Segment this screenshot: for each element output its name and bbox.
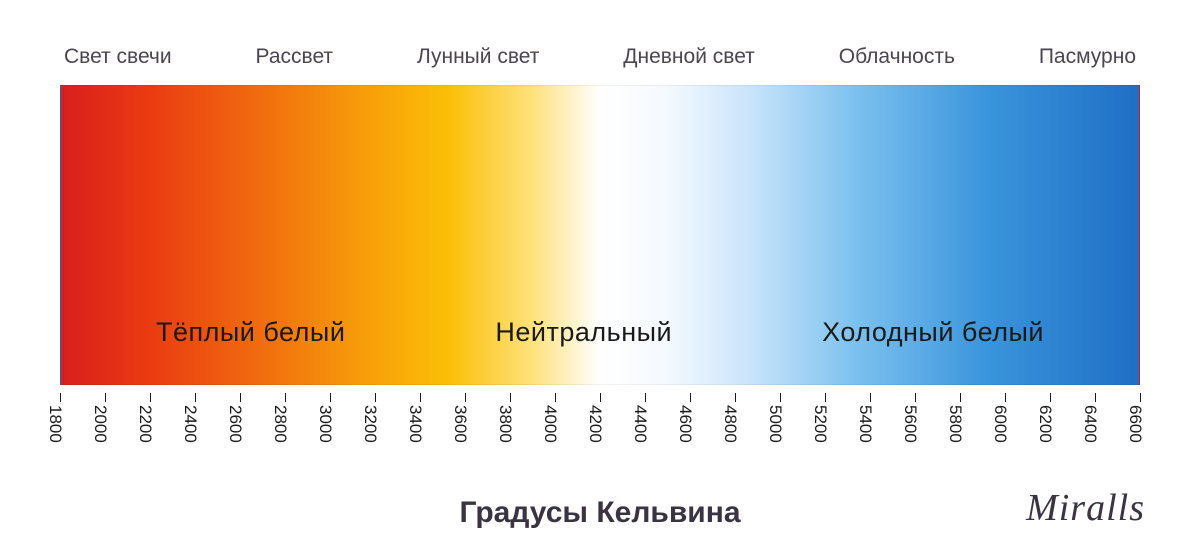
tick-label: 2400 bbox=[180, 405, 200, 443]
tick-mark bbox=[735, 393, 736, 402]
tick-label: 4400 bbox=[630, 405, 650, 443]
tick-mark bbox=[645, 393, 646, 402]
tick-mark bbox=[915, 393, 916, 402]
tick-label: 3200 bbox=[360, 405, 380, 443]
tick-mark bbox=[555, 393, 556, 402]
top-label: Свет свечи bbox=[64, 45, 172, 69]
tick-label: 3400 bbox=[405, 405, 425, 443]
top-label: Облачность bbox=[839, 45, 955, 69]
tick-mark bbox=[60, 393, 61, 402]
tick-mark bbox=[420, 393, 421, 402]
top-label: Лунный свет bbox=[417, 45, 539, 69]
tick-mark bbox=[600, 393, 601, 402]
tick-mark bbox=[105, 393, 106, 402]
kelvin-gradient-bar: Тёплый белый Нейтральный Холодный белый bbox=[60, 85, 1140, 385]
tick-mark bbox=[825, 393, 826, 402]
brand-logo: Miralls bbox=[1026, 486, 1145, 530]
tick-mark bbox=[960, 393, 961, 402]
tick-mark bbox=[1140, 393, 1141, 402]
band-label-warm: Тёплый белый bbox=[156, 317, 345, 348]
tick-label: 3800 bbox=[495, 405, 515, 443]
tick-label: 6000 bbox=[990, 405, 1010, 443]
tick-mark bbox=[870, 393, 871, 402]
tick-mark bbox=[195, 393, 196, 402]
chart-container: Свет свечи Рассвет Лунный свет Дневной с… bbox=[60, 45, 1140, 453]
tick-label: 5200 bbox=[810, 405, 830, 443]
tick-mark bbox=[465, 393, 466, 402]
tick-label: 6200 bbox=[1035, 405, 1055, 443]
tick-label: 1800 bbox=[45, 405, 65, 443]
tick-label: 4200 bbox=[585, 405, 605, 443]
tick-mark bbox=[150, 393, 151, 402]
top-labels-row: Свет свечи Рассвет Лунный свет Дневной с… bbox=[60, 45, 1140, 69]
tick-label: 2600 bbox=[225, 405, 245, 443]
tick-label: 5800 bbox=[945, 405, 965, 443]
tick-label: 4800 bbox=[720, 405, 740, 443]
tick-mark bbox=[1050, 393, 1051, 402]
tick-mark bbox=[330, 393, 331, 402]
tick-label: 5400 bbox=[855, 405, 875, 443]
x-axis-ticks: 1800200022002400260028003000320034003600… bbox=[60, 393, 1140, 453]
band-label-neutral: Нейтральный bbox=[495, 317, 672, 348]
tick-label: 6400 bbox=[1080, 405, 1100, 443]
tick-label: 3000 bbox=[315, 405, 335, 443]
tick-label: 2000 bbox=[90, 405, 110, 443]
tick-label: 6600 bbox=[1125, 405, 1145, 443]
tick-mark bbox=[690, 393, 691, 402]
tick-mark bbox=[375, 393, 376, 402]
tick-label: 5000 bbox=[765, 405, 785, 443]
tick-label: 4000 bbox=[540, 405, 560, 443]
tick-label: 2200 bbox=[135, 405, 155, 443]
top-label: Пасмурно bbox=[1039, 45, 1136, 69]
top-label: Дневной свет bbox=[623, 45, 755, 69]
tick-mark bbox=[285, 393, 286, 402]
tick-mark bbox=[1095, 393, 1096, 402]
tick-label: 3600 bbox=[450, 405, 470, 443]
band-labels-row: Тёплый белый Нейтральный Холодный белый bbox=[61, 317, 1139, 348]
tick-mark bbox=[1005, 393, 1006, 402]
tick-label: 5600 bbox=[900, 405, 920, 443]
tick-label: 2800 bbox=[270, 405, 290, 443]
axis-title: Градусы Кельвина bbox=[459, 496, 740, 530]
top-label: Рассвет bbox=[256, 45, 334, 69]
tick-mark bbox=[510, 393, 511, 402]
tick-label: 4600 bbox=[675, 405, 695, 443]
band-label-cool: Холодный белый bbox=[822, 317, 1044, 348]
tick-mark bbox=[780, 393, 781, 402]
tick-mark bbox=[240, 393, 241, 402]
